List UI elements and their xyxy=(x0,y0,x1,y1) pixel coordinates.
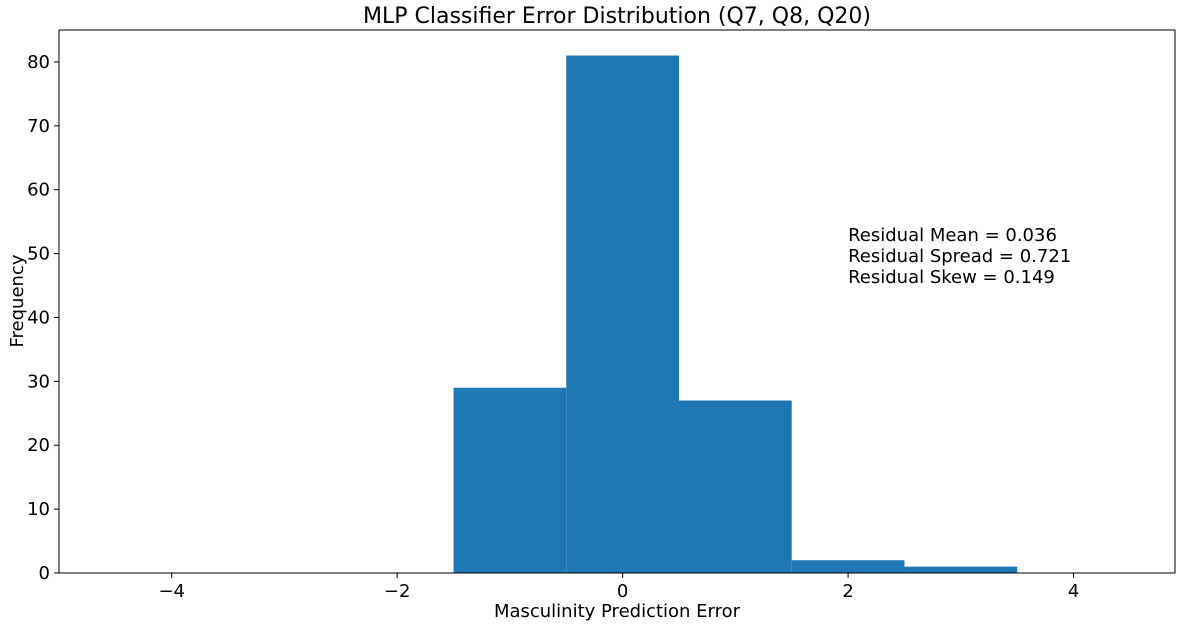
x-axis-label: Masculinity Prediction Error xyxy=(494,601,741,622)
bars-group xyxy=(453,55,1018,574)
y-tick-label: 40 xyxy=(27,307,50,328)
histogram-bar-4 xyxy=(904,566,1018,573)
y-tick-label: 10 xyxy=(27,499,50,520)
x-tick-label: 4 xyxy=(1068,581,1079,602)
y-tick-label: 30 xyxy=(27,371,50,392)
histogram-bar-2 xyxy=(679,400,792,573)
x-tick-label: 2 xyxy=(842,581,853,602)
y-tick-label: 0 xyxy=(39,563,50,584)
x-tick-label: 0 xyxy=(617,581,628,602)
chart-title: MLP Classifier Error Distribution (Q7, Q… xyxy=(363,4,871,29)
y-tick-label: 20 xyxy=(27,435,50,456)
stats-annotation-line-0: Residual Mean = 0.036 xyxy=(848,225,1057,246)
x-tick-label: −2 xyxy=(384,581,411,602)
plot-frame xyxy=(58,29,1176,574)
y-tick-label: 80 xyxy=(27,52,50,73)
histogram-bar-3 xyxy=(791,560,905,573)
y-tick-label: 70 xyxy=(27,116,50,137)
stats-annotation-line-2: Residual Skew = 0.149 xyxy=(848,267,1055,288)
y-axis-ticks: 0 10 20 30 40 50 60 70 80 xyxy=(27,52,59,584)
histogram-bar-1 xyxy=(566,55,679,574)
y-tick-label: 60 xyxy=(27,180,50,201)
y-tick-label: 50 xyxy=(27,244,50,265)
x-axis-ticks: −4 −2 0 2 4 xyxy=(158,573,1079,602)
histogram-bar-0 xyxy=(453,387,567,573)
y-axis-label: Frequency xyxy=(7,254,28,347)
stats-annotation-line-1: Residual Spread = 0.721 xyxy=(848,246,1071,267)
x-tick-label: −4 xyxy=(158,581,185,602)
